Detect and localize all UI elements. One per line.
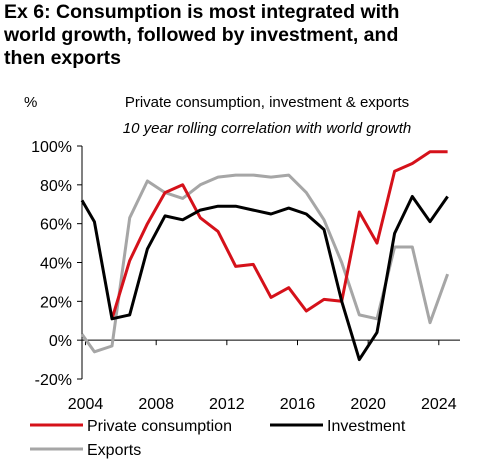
y-tick-label: 60% xyxy=(40,217,72,234)
chart-subtitle: 10 year rolling correlation with world g… xyxy=(123,120,411,137)
x-tick-label: 2016 xyxy=(280,396,316,413)
x-tick-label: 2024 xyxy=(421,396,457,413)
legend-label-exports: Exports xyxy=(87,442,141,459)
x-tick-label: 2020 xyxy=(350,396,386,413)
series-line-exports xyxy=(80,173,450,354)
y-tick-label: 80% xyxy=(40,178,72,195)
x-axis: 2004 2008 2012 2016 2020 2024 xyxy=(68,339,460,413)
series-line-private-consumption xyxy=(110,150,448,320)
y-tick-label: 100% xyxy=(31,139,72,156)
exhibit-title: Ex 6: Consumption is most integrated wit… xyxy=(4,1,480,70)
x-tick-label: 2004 xyxy=(68,396,104,413)
legend: Private consumption Investment Exports xyxy=(30,418,406,459)
y-tick-label: 0% xyxy=(49,333,72,350)
exhibit-title-line-2: world growth, followed by investment, an… xyxy=(4,24,399,46)
legend-label-private-consumption: Private consumption xyxy=(87,418,232,435)
y-axis-unit-label: % xyxy=(24,94,37,111)
y-axis: -20% 0% 20% 40% 60% 80% 100% xyxy=(31,139,83,389)
x-tick-label: 2008 xyxy=(138,396,174,413)
y-tick-label: -20% xyxy=(35,372,72,389)
legend-label-investment: Investment xyxy=(327,418,406,435)
x-tick-label: 2012 xyxy=(209,396,245,413)
exhibit-title-line-1: Ex 6: Consumption is most integrated wit… xyxy=(4,1,400,23)
series-line-investment xyxy=(80,195,449,362)
y-tick-label: 20% xyxy=(40,294,72,311)
y-tick-label: 40% xyxy=(40,256,72,273)
series-layer xyxy=(80,150,450,362)
exhibit-title-line-3: then exports xyxy=(4,47,122,69)
chart-title: Private consumption, investment & export… xyxy=(125,94,409,111)
